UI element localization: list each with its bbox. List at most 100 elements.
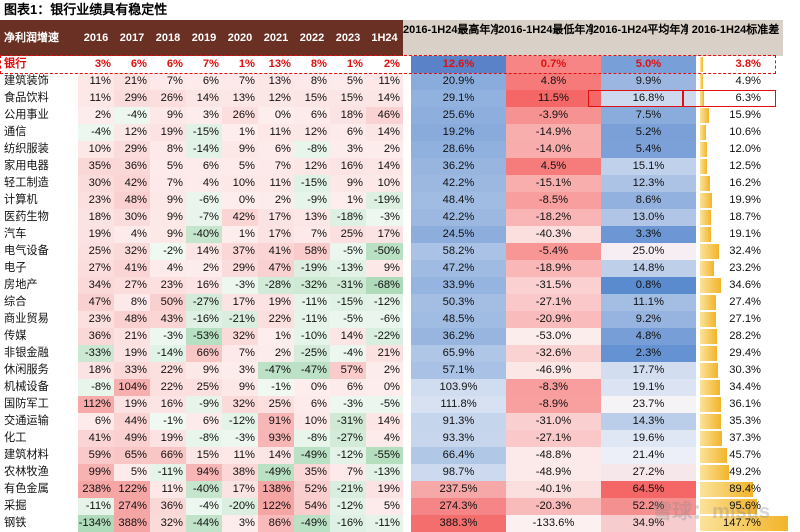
year-value-cell: 32%	[222, 328, 258, 345]
year-value-cell: 16%	[330, 158, 366, 175]
year-value-cell: 19%	[366, 481, 403, 498]
std-dev-cell: 18.7%	[696, 209, 791, 226]
column-gap	[403, 396, 411, 413]
std-dev-bar	[700, 125, 707, 140]
year-value-cell: 5%	[366, 498, 403, 515]
std-dev-cell: 45.7%	[696, 447, 791, 464]
max-growth-cell: 58.2%	[411, 243, 506, 260]
year-value-cell: 122%	[258, 498, 294, 515]
column-gap	[403, 379, 411, 396]
std-dev-bar	[700, 465, 730, 480]
max-growth-cell: 25.6%	[411, 107, 506, 124]
year-value-cell: -47%	[294, 362, 330, 379]
year-value-cell: 26%	[222, 107, 258, 124]
std-dev-text: 34.4%	[729, 381, 761, 393]
year-value-cell: 0%	[222, 192, 258, 209]
std-dev-bar	[700, 499, 757, 514]
year-value-cell: -8%	[186, 430, 222, 447]
column-gap	[403, 294, 411, 311]
row-label: 家用电器	[4, 160, 49, 172]
std-dev-bar	[700, 397, 722, 412]
year-value-cell: -10%	[294, 328, 330, 345]
max-growth-cell: 237.5%	[411, 481, 506, 498]
year-value-cell: 112%	[78, 396, 114, 413]
year-value-cell: 41%	[78, 430, 114, 447]
year-value-cell: 32%	[114, 243, 150, 260]
year-value-cell: 7%	[294, 226, 330, 243]
year-value-cell: -44%	[186, 515, 222, 532]
row-label: 银行	[4, 58, 27, 70]
column-gap	[403, 277, 411, 294]
row-label: 农林牧渔	[4, 466, 49, 478]
header-cell: 2022	[294, 20, 330, 56]
std-dev-cell: 29.4%	[696, 345, 791, 362]
max-growth-cell: 57.1%	[411, 362, 506, 379]
header-cell: 2021	[258, 20, 294, 56]
year-value-cell: 99%	[78, 464, 114, 481]
year-value-cell: 23%	[150, 277, 186, 294]
year-value-cell: -40%	[186, 226, 222, 243]
column-gap	[403, 226, 411, 243]
year-value-cell: 2%	[366, 141, 403, 158]
year-value-cell: -4%	[186, 498, 222, 515]
column-gap	[403, 515, 411, 532]
year-value-cell: -32%	[294, 277, 330, 294]
chart-title: 图表1：银行业绩具有稳定性	[4, 2, 168, 17]
year-value-cell: 10%	[294, 413, 330, 430]
table-row: 综合 47% 8% 50% -27% 17% 19% -11% -15% -12% 50.3% -27…	[0, 294, 791, 311]
table-row: 国防军工 112% 19% 16% -9% 32% 25% 6% -3% -5% 111.8% -8.…	[0, 396, 791, 413]
year-value-cell: 138%	[258, 481, 294, 498]
year-value-cell: 65%	[114, 447, 150, 464]
min-growth-cell: 11.5%	[506, 90, 601, 107]
min-growth-cell: -31.0%	[506, 413, 601, 430]
year-value-cell: 29%	[222, 260, 258, 277]
year-value-cell: 18%	[78, 362, 114, 379]
year-value-cell: -49%	[294, 515, 330, 532]
max-growth-cell: 48.4%	[411, 192, 506, 209]
std-dev-cell: 147.7%	[696, 515, 791, 532]
min-growth-cell: -40.3%	[506, 226, 601, 243]
year-value-cell: 4%	[114, 226, 150, 243]
std-dev-cell: 15.9%	[696, 107, 791, 124]
std-dev-text: 95.6%	[729, 500, 761, 512]
std-dev-bar	[700, 295, 717, 310]
year-value-cell: 42%	[222, 209, 258, 226]
year-value-cell: 27%	[78, 260, 114, 277]
std-dev-cell: 6.3%	[696, 90, 791, 107]
year-value-cell: 34%	[78, 277, 114, 294]
year-value-cell: 13%	[222, 90, 258, 107]
row-label: 电子	[4, 262, 27, 274]
year-value-cell: 11%	[258, 175, 294, 192]
column-gap	[403, 141, 411, 158]
year-value-cell: 14%	[186, 243, 222, 260]
std-dev-text: 29.4%	[729, 347, 761, 359]
avg-growth-cell: 9.9%	[601, 73, 696, 90]
std-dev-text: 3.8%	[735, 58, 762, 70]
year-value-cell: 36%	[150, 498, 186, 515]
std-dev-bar	[700, 278, 721, 293]
column-gap	[403, 192, 411, 209]
year-value-cell: 14%	[330, 328, 366, 345]
year-value-cell: 47%	[258, 260, 294, 277]
year-value-cell: 6%	[294, 107, 330, 124]
avg-growth-cell: 17.7%	[601, 362, 696, 379]
std-dev-text: 32.4%	[729, 245, 761, 257]
min-growth-cell: -8.3%	[506, 379, 601, 396]
year-value-cell: 44%	[114, 413, 150, 430]
year-value-cell: -12%	[330, 447, 366, 464]
year-value-cell: 11%	[78, 90, 114, 107]
year-value-cell: -68%	[366, 277, 403, 294]
column-gap	[403, 90, 411, 107]
year-value-cell: -47%	[258, 362, 294, 379]
year-value-cell: 94%	[186, 464, 222, 481]
year-value-cell: -11%	[294, 311, 330, 328]
min-growth-cell: -27.1%	[506, 294, 601, 311]
avg-growth-cell: 15.1%	[601, 158, 696, 175]
year-value-cell: 7%	[258, 158, 294, 175]
row-label: 非银金融	[4, 347, 49, 359]
year-value-cell: -49%	[294, 447, 330, 464]
year-value-cell: -6%	[366, 311, 403, 328]
year-value-cell: -31%	[330, 413, 366, 430]
year-value-cell: 13%	[294, 209, 330, 226]
watermark: 雪球：misus	[652, 501, 770, 523]
